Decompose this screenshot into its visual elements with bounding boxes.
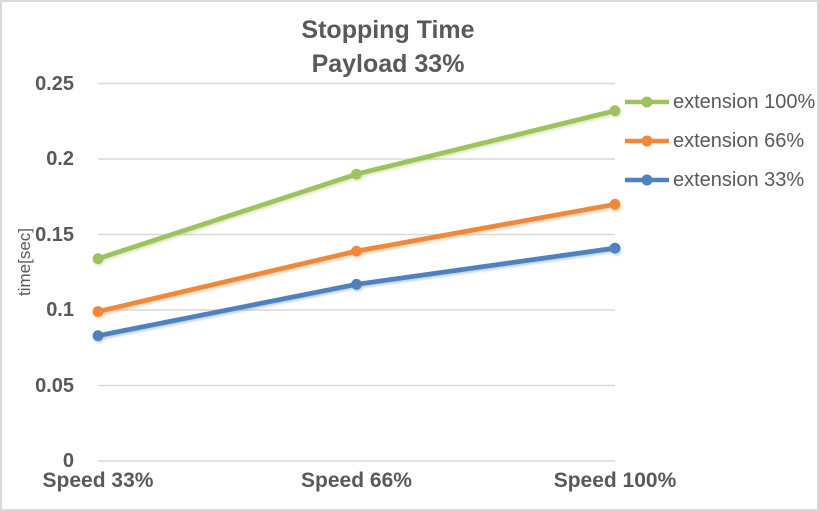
- x-axis-label-speed-33: Speed 33%: [42, 469, 154, 492]
- data-point-marker-extension-33: [92, 330, 104, 342]
- series-extension-100: [92, 105, 621, 265]
- legend-label: extension 100%: [673, 90, 816, 113]
- legend-item-extension-100: extension 100%: [623, 88, 815, 116]
- chart-subtitle: Payload 33%: [311, 50, 465, 78]
- x-axis-label-speed-100: Speed 100%: [553, 469, 677, 492]
- chart-title-block: Stopping Time Payload 33%: [2, 13, 774, 81]
- data-point-marker-extension-100: [609, 105, 621, 117]
- y-axis-title: time[sec]: [15, 227, 34, 297]
- y-tick-label: 0.25: [35, 72, 74, 95]
- data-point-marker-extension-33: [609, 242, 621, 254]
- legend-item-extension-66: extension 66%: [623, 127, 804, 155]
- legend-label: extension 33%: [673, 168, 805, 191]
- chart-title: Stopping Time: [301, 16, 475, 44]
- data-point-marker-extension-33: [351, 278, 362, 290]
- legend-label: extension 66%: [673, 129, 805, 152]
- y-tick-label: 0.15: [35, 223, 74, 246]
- data-point-marker-extension-100: [351, 168, 362, 180]
- series-extension-66: [92, 198, 621, 317]
- data-point-marker-extension-66: [351, 245, 362, 257]
- y-tick-label: 0.1: [46, 299, 74, 321]
- legend-item-extension-33: extension 33%: [623, 166, 804, 194]
- series-line-extension-100: [95, 108, 618, 262]
- data-point-marker-extension-66: [609, 198, 621, 210]
- series-extension-33: [92, 242, 621, 342]
- y-tick-label: 0.05: [35, 374, 74, 397]
- legend-marker-icon: [625, 96, 669, 108]
- x-axis-label-speed-66: Speed 66%: [301, 469, 412, 492]
- data-point-marker-extension-66: [92, 306, 104, 317]
- data-point-marker-extension-100: [92, 253, 104, 265]
- y-tick-label: 0.2: [46, 148, 74, 170]
- legend-marker-icon: [625, 135, 669, 147]
- legend-marker-icon: [625, 174, 669, 186]
- y-tick-label: 0: [62, 450, 74, 472]
